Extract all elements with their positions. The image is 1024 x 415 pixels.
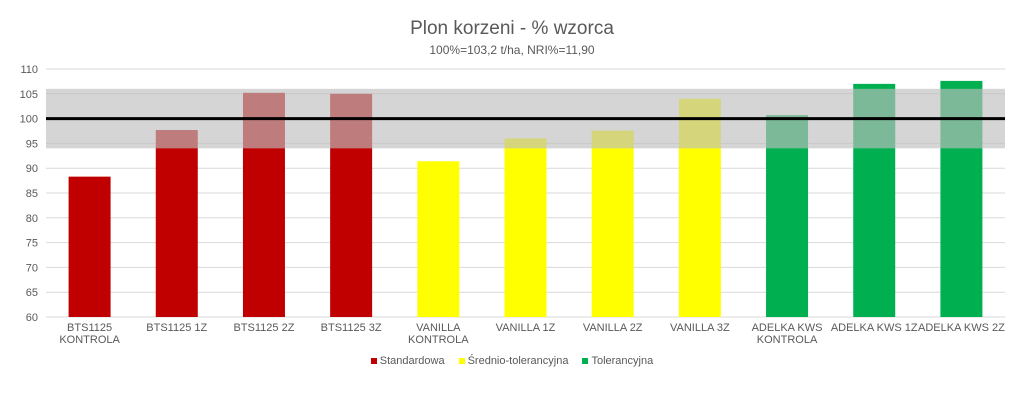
legend-swatch-srednio-tolerancyjna [458, 358, 465, 364]
x-tick-label: VANILLA KONTROLA [408, 322, 469, 346]
bar-1 [68, 176, 111, 317]
x-tick-label: BTS1125 1Z [146, 322, 207, 334]
x-tick-label: VANILLA 1Z [496, 322, 556, 334]
x-tick-label: VANILLA 3Z [670, 322, 730, 334]
y-tick-label: 105 [20, 89, 38, 101]
y-tick-label: 65 [26, 287, 38, 299]
y-tick-label: 90 [26, 163, 38, 175]
y-tick-label: 70 [26, 262, 38, 274]
y-tick-label: 80 [26, 213, 38, 225]
y-tick-label: 60 [26, 312, 38, 324]
chart-legend: Standardowa Średnio-tolerancyjna Toleran… [0, 355, 1024, 367]
x-tick-label: BTS1125 KONTROLA [59, 322, 120, 346]
x-tick-label: VANILLA 2Z [583, 322, 643, 334]
legend-label-srednio-tolerancyjna: Średnio-tolerancyjna [467, 355, 569, 367]
bar-7 [591, 130, 634, 317]
x-tick-label: BTS1125 3Z [321, 322, 382, 334]
y-tick-label: 95 [26, 138, 38, 150]
x-tick-label: ADELKA KWS 2Z [918, 322, 1005, 334]
y-tick-label: 75 [26, 238, 38, 250]
y-tick-label: 100 [20, 114, 38, 126]
legend-label-standardowa: Standardowa [379, 355, 445, 367]
legend-item-standardowa: Standardowa [370, 355, 445, 367]
legend-item-tolerancyjna: Tolerancyjna [582, 355, 653, 367]
bar-6 [504, 138, 547, 317]
bar-2 [155, 130, 198, 317]
x-tick-label: ADELKA KWS KONTROLA [752, 322, 823, 346]
chart-subtitle: 100%=103,2 t/ha, NRI%=11,90 [429, 43, 595, 57]
legend-swatch-standardowa [370, 358, 377, 364]
bar-9 [766, 115, 809, 318]
chart-title: Plon korzeni - % wzorca [410, 18, 614, 39]
bar-5 [417, 161, 460, 317]
y-tick-label: 110 [20, 64, 38, 76]
legend-label-tolerancyjna: Tolerancyjna [591, 355, 654, 367]
x-tick-label: BTS1125 2Z [233, 322, 294, 334]
y-tick-label: 85 [26, 188, 38, 200]
legend-swatch-tolerancyjna [582, 358, 589, 364]
x-tick-label: ADELKA KWS 1Z [831, 322, 918, 334]
legend-item-srednio-tolerancyjna: Średnio-tolerancyjna [458, 355, 569, 367]
